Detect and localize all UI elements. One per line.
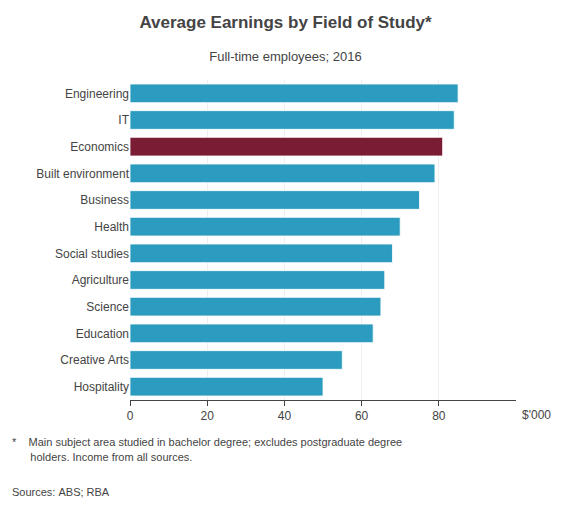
svg-text:* Main subject area studied: * Main subject area studied in bachelor … xyxy=(12,436,402,448)
svg-text:80: 80 xyxy=(432,409,446,423)
svg-text:Science: Science xyxy=(86,300,129,314)
svg-text:20: 20 xyxy=(201,409,215,423)
svg-text:Average Earnings by Field of S: Average Earnings by Field of Study* xyxy=(139,13,432,32)
svg-text:Creative Arts: Creative Arts xyxy=(60,353,129,367)
svg-text:Engineering: Engineering xyxy=(65,87,129,101)
svg-text:Economics: Economics xyxy=(70,140,129,154)
svg-text:Health: Health xyxy=(94,220,129,234)
svg-text:0: 0 xyxy=(127,409,134,423)
svg-text:Business: Business xyxy=(80,193,129,207)
svg-text:Full-time employees; 2016: Full-time employees; 2016 xyxy=(209,49,361,64)
svg-text:Hospitality: Hospitality xyxy=(74,380,129,394)
svg-text:Built environment: Built environment xyxy=(36,167,129,181)
svg-text:40: 40 xyxy=(278,409,292,423)
svg-text:holders. Income from all sourc: holders. Income from all sources. xyxy=(12,451,192,463)
svg-text:Social studies: Social studies xyxy=(55,247,129,261)
svg-text:IT: IT xyxy=(118,113,129,127)
svg-text:Sources: ABS; RBA: Sources: ABS; RBA xyxy=(12,486,110,498)
svg-text:$'000: $'000 xyxy=(522,408,551,422)
svg-text:60: 60 xyxy=(355,409,369,423)
svg-text:Education: Education xyxy=(76,327,129,341)
svg-text:Agriculture: Agriculture xyxy=(72,273,130,287)
